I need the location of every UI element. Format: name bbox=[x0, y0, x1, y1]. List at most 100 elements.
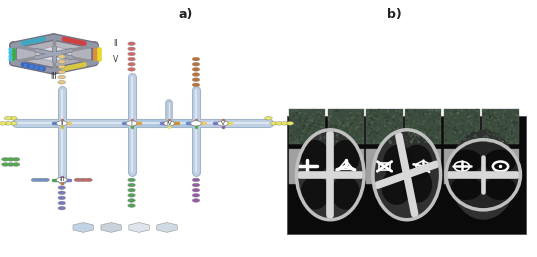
Point bbox=[429, 131, 438, 135]
Point bbox=[490, 133, 498, 137]
Point bbox=[472, 114, 481, 118]
Point bbox=[506, 140, 514, 144]
Point bbox=[461, 124, 470, 128]
Point bbox=[316, 121, 325, 125]
Point bbox=[337, 108, 345, 112]
Point bbox=[312, 133, 321, 137]
Point bbox=[369, 129, 378, 133]
Point bbox=[310, 121, 318, 125]
Point bbox=[471, 114, 480, 118]
Point bbox=[342, 126, 350, 130]
Point bbox=[314, 116, 322, 121]
Point bbox=[373, 112, 382, 116]
Point bbox=[386, 141, 395, 145]
Point bbox=[309, 126, 317, 130]
Point bbox=[488, 140, 496, 144]
Ellipse shape bbox=[296, 130, 364, 220]
Point bbox=[367, 140, 376, 144]
Point bbox=[342, 139, 350, 143]
Point bbox=[448, 129, 456, 133]
Point bbox=[305, 127, 314, 131]
Point bbox=[510, 123, 519, 127]
Point bbox=[365, 115, 373, 119]
Point bbox=[451, 125, 459, 130]
Point bbox=[453, 123, 462, 127]
Point bbox=[496, 124, 504, 128]
Point bbox=[481, 114, 489, 118]
Point bbox=[296, 118, 305, 122]
Point bbox=[402, 118, 411, 123]
Point bbox=[332, 108, 341, 112]
Circle shape bbox=[58, 75, 66, 79]
Point bbox=[345, 135, 353, 139]
Point bbox=[346, 136, 355, 140]
Circle shape bbox=[58, 206, 66, 210]
Point bbox=[339, 121, 347, 125]
Point bbox=[349, 125, 357, 130]
Point bbox=[416, 128, 424, 132]
Point bbox=[370, 128, 379, 132]
Point bbox=[402, 141, 411, 145]
Point bbox=[499, 110, 508, 114]
Point bbox=[416, 139, 425, 143]
Point bbox=[432, 136, 441, 140]
Point bbox=[409, 117, 417, 121]
Point bbox=[347, 135, 355, 140]
Point bbox=[371, 122, 380, 126]
Point bbox=[417, 125, 425, 129]
Point bbox=[344, 121, 353, 125]
Point bbox=[454, 128, 462, 132]
Point bbox=[432, 132, 441, 136]
Point bbox=[358, 120, 366, 124]
Point bbox=[346, 108, 355, 112]
Point bbox=[332, 132, 341, 136]
Point bbox=[451, 111, 459, 115]
Point bbox=[316, 111, 325, 115]
Point bbox=[320, 130, 328, 134]
Point bbox=[412, 130, 421, 134]
Point bbox=[373, 128, 381, 132]
Point bbox=[419, 137, 427, 142]
Text: I: I bbox=[130, 121, 133, 126]
Circle shape bbox=[192, 178, 200, 182]
Point bbox=[359, 115, 367, 120]
Point bbox=[485, 124, 494, 128]
Point bbox=[352, 112, 361, 116]
Point bbox=[378, 141, 386, 145]
Point bbox=[307, 110, 316, 114]
Point bbox=[458, 118, 466, 122]
Point bbox=[419, 133, 427, 137]
Point bbox=[493, 121, 502, 125]
Point bbox=[479, 114, 488, 118]
Bar bbox=[366, 149, 403, 184]
Point bbox=[469, 131, 477, 135]
Point bbox=[383, 109, 391, 114]
Point bbox=[412, 120, 421, 124]
Point bbox=[466, 120, 475, 124]
Point bbox=[513, 141, 521, 145]
Point bbox=[502, 127, 510, 131]
Point bbox=[307, 141, 315, 145]
Point bbox=[394, 119, 403, 123]
Point bbox=[423, 126, 432, 130]
Point bbox=[369, 119, 378, 123]
Point bbox=[409, 137, 418, 141]
Point bbox=[413, 126, 422, 130]
Point bbox=[367, 122, 375, 126]
Point bbox=[299, 123, 307, 127]
Point bbox=[388, 127, 397, 131]
Point bbox=[319, 113, 328, 117]
Point bbox=[405, 108, 414, 112]
Point bbox=[499, 115, 508, 119]
Point bbox=[469, 122, 478, 126]
Point bbox=[406, 136, 415, 140]
Point bbox=[513, 118, 521, 122]
Ellipse shape bbox=[446, 140, 520, 210]
Circle shape bbox=[191, 121, 201, 126]
Point bbox=[413, 127, 422, 132]
Point bbox=[320, 135, 329, 140]
Point bbox=[465, 140, 474, 144]
Point bbox=[458, 110, 466, 114]
Point bbox=[349, 115, 358, 119]
Point bbox=[434, 108, 442, 112]
